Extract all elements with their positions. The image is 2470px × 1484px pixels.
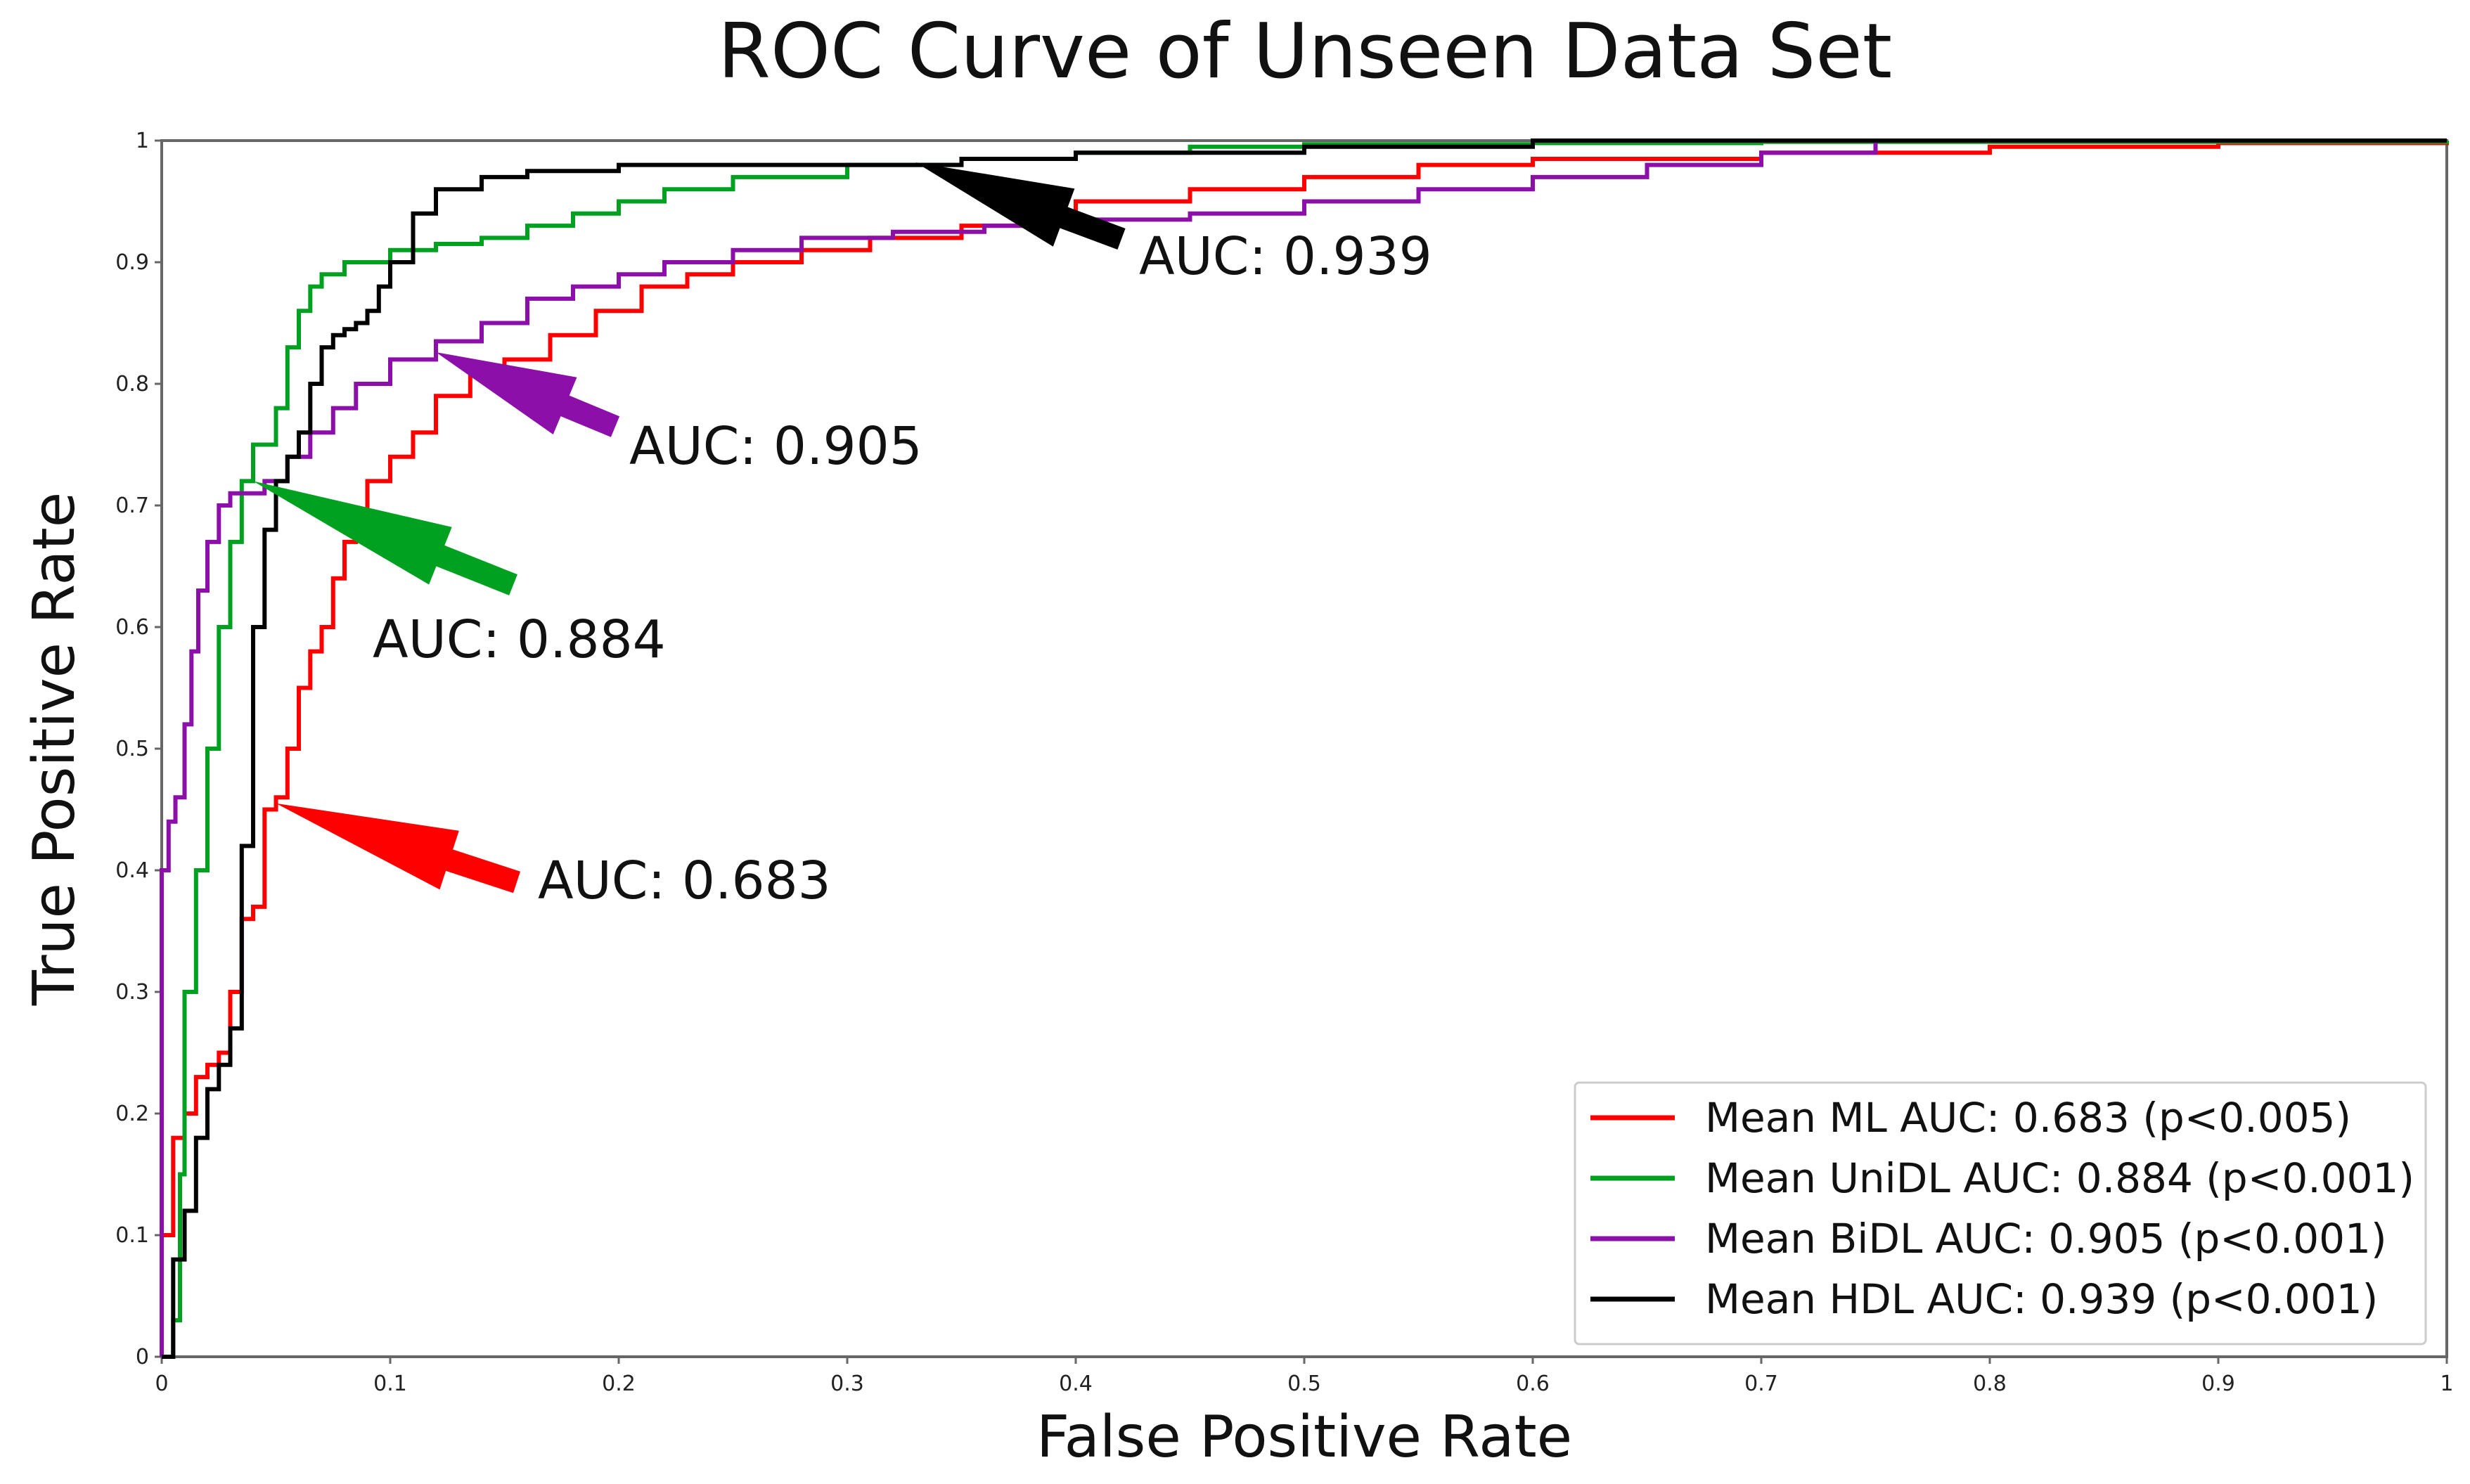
x-tick-label: 0.3 — [830, 1372, 864, 1396]
y-tick-label: 0.4 — [115, 858, 149, 883]
x-tick-label: 1 — [2440, 1372, 2453, 1396]
x-tick-label: 0.9 — [2201, 1372, 2235, 1396]
legend-label-hdl: Mean HDL AUC: 0.939 (p<0.001) — [1705, 1275, 2378, 1323]
series-lines — [160, 138, 2449, 1359]
series-line-bidl — [160, 138, 2447, 1357]
y-tick-label: 0.6 — [115, 615, 149, 640]
x-tick-label: 0.6 — [1516, 1372, 1550, 1396]
legend: Mean ML AUC: 0.683 (p<0.005) Mean UniDL A… — [1574, 1081, 2427, 1346]
annotation-label-hdl: AUC: 0.939 — [1139, 226, 1432, 287]
annotation-arrow-hdl — [915, 162, 1126, 250]
x-tick-label: 0 — [155, 1372, 168, 1396]
y-tick-label: 1 — [136, 129, 149, 153]
annotations: AUC: 0.683 AUC: 0.884 AUC: 0.905 AUC: 0.939 — [253, 162, 1432, 911]
y-tick-label: 0.9 — [115, 250, 149, 275]
y-tick-label: 0.2 — [115, 1102, 149, 1126]
annotation-arrow-bidl — [436, 352, 620, 437]
x-tick-label: 0.2 — [602, 1372, 636, 1396]
series-line-hdl — [162, 138, 2447, 1359]
annotation-label-bidl: AUC: 0.905 — [629, 416, 922, 477]
series-line-ml — [160, 141, 2449, 1357]
x-axis-ticks: 0 0.1 0.2 0.3 0.4 0.5 0.6 0.7 0.8 0.9 1 — [155, 1357, 2454, 1396]
x-tick-label: 0.4 — [1059, 1372, 1093, 1396]
y-tick-label: 0.8 — [115, 372, 149, 396]
legend-box — [1574, 1081, 2427, 1346]
x-tick-label: 0.8 — [1973, 1372, 2007, 1396]
legend-label-unidl: Mean UniDL AUC: 0.884 (p<0.001) — [1705, 1154, 2414, 1202]
annotation-label-unidl: AUC: 0.884 — [373, 609, 666, 670]
x-axis-label: False Positive Rate — [1036, 1404, 1572, 1471]
annotation-arrow-unidl — [253, 481, 517, 595]
annotation-label-ml: AUC: 0.683 — [538, 851, 831, 911]
legend-label-ml: Mean ML AUC: 0.683 (p<0.005) — [1705, 1094, 2351, 1142]
y-tick-label: 0.3 — [115, 980, 149, 1005]
y-tick-label: 0.5 — [115, 737, 149, 761]
y-axis-label: True Positive Rate — [21, 492, 88, 1006]
legend-label-bidl: Mean BiDL AUC: 0.905 (p<0.001) — [1705, 1215, 2387, 1263]
x-tick-label: 0.5 — [1287, 1372, 1321, 1396]
y-axis-ticks: 0 0.1 0.2 0.3 0.4 0.5 0.6 0.7 0.8 0.9 1 — [115, 129, 162, 1369]
x-tick-label: 0.1 — [373, 1372, 407, 1396]
y-tick-label: 0.7 — [115, 493, 149, 518]
annotation-arrow-ml — [276, 803, 520, 893]
chart-title: ROC Curve of Unseen Data Set — [718, 8, 1892, 96]
x-tick-label: 0.7 — [1744, 1372, 1778, 1396]
y-tick-label: 0.1 — [115, 1223, 149, 1248]
y-tick-label: 0 — [136, 1345, 149, 1369]
